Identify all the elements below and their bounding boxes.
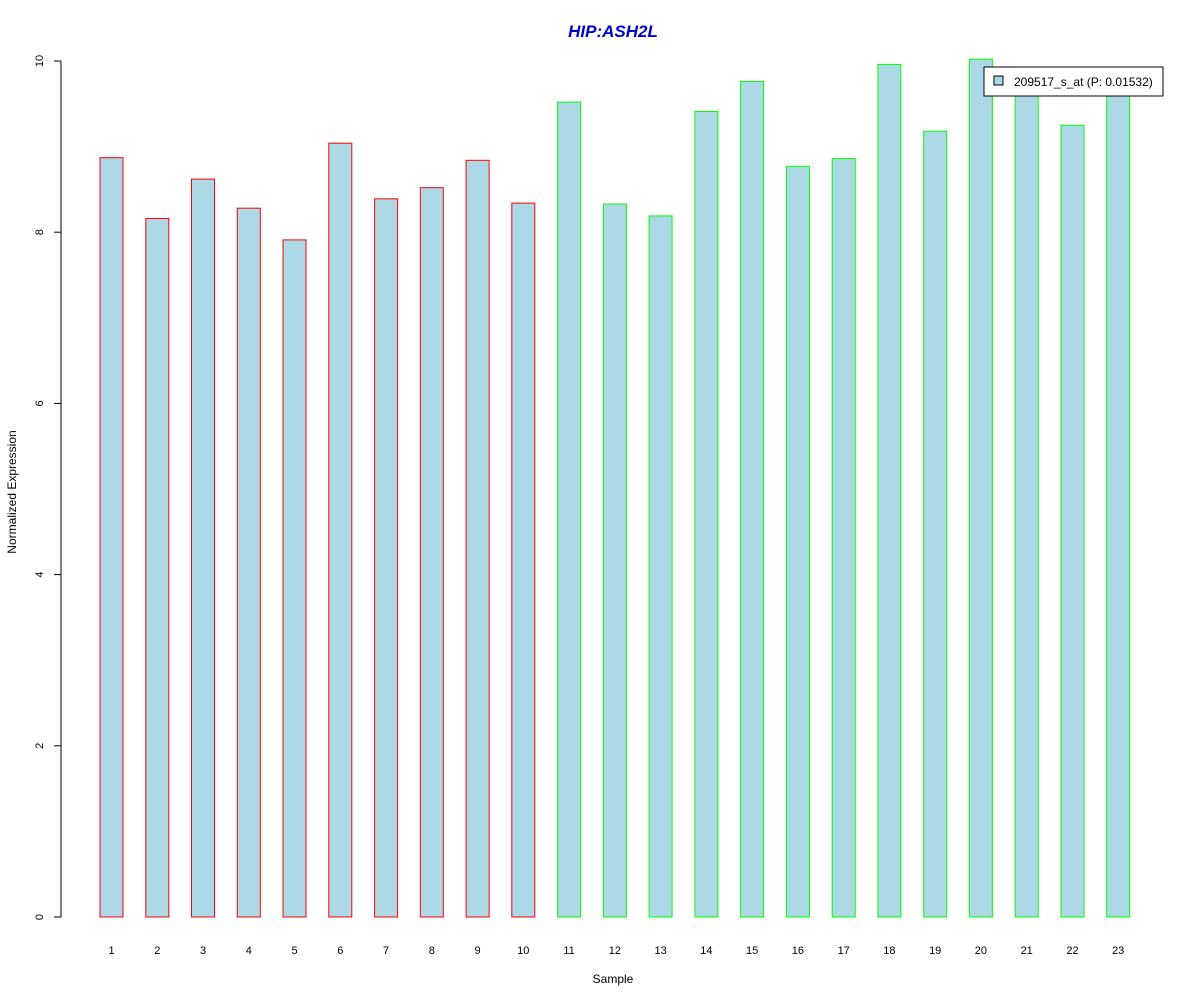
bar-sample-11 [557,101,582,918]
chart-title: HIP:ASH2L [568,22,658,41]
legend-swatch [993,75,1004,86]
legend: 209517_s_at (P: 0.01532) [983,66,1164,97]
x-axis-label: Sample [593,972,634,986]
x-tick-label: 20 [975,945,987,957]
y-axis: 0 2 4 6 8 10 [34,55,62,920]
bar-sample-6 [328,142,353,918]
y-tick-label: 0 [34,914,46,920]
x-tick-label: 23 [1112,945,1124,957]
y-tick-label: 6 [34,400,46,406]
bar-sample-19 [923,130,948,918]
bar-sample-17 [831,158,856,918]
x-tick-label: 15 [746,945,758,957]
bar-sample-8 [419,187,444,918]
bar-sample-14 [694,111,719,918]
bar-sample-18 [877,63,902,918]
bar-sample-3 [191,178,215,918]
x-tick-label: 22 [1066,945,1078,957]
bar-sample-23 [1106,86,1131,918]
bar-sample-12 [602,203,627,918]
x-tick-label: 16 [792,945,804,957]
x-tick-label: 17 [838,945,850,957]
y-axis-label: Normalized Expression [5,430,19,553]
bar-sample-20 [968,58,993,918]
bar-sample-16 [785,165,810,918]
x-tick-label: 13 [654,945,666,957]
bar-sample-21 [1014,86,1039,918]
x-tick-label: 19 [929,945,941,957]
bar-sample-9 [465,159,490,918]
x-tick-label: 8 [429,945,435,957]
x-tick-label: 11 [563,945,574,957]
x-tick-label: 21 [1021,945,1033,957]
x-tick-label: 12 [609,945,621,957]
y-tick-label: 8 [34,229,46,235]
x-tick-label: 3 [200,945,206,957]
x-tick-label: 7 [383,945,389,957]
bars [99,58,1131,918]
bar-sample-10 [511,202,536,918]
bar-sample-22 [1060,124,1085,918]
legend-entry: 209517_s_at (P: 0.01532) [1014,75,1153,89]
x-tick-label: 1 [108,945,114,957]
x-tick-label: 10 [517,945,529,957]
y-tick-label: 2 [34,743,46,749]
legend-box [983,66,1164,97]
y-tick-label: 4 [34,572,46,578]
bar-sample-15 [740,81,765,918]
bar-sample-13 [648,215,673,918]
x-axis-ticks: 1 2 3 4 5 6 7 8 9 10 11 12 13 14 15 16 17 18 19 20 21 22 23 [108,945,1124,957]
bar-sample-4 [236,207,261,918]
y-tick-label: 10 [34,55,46,67]
x-tick-label: 18 [883,945,895,957]
x-tick-label: 9 [475,945,481,957]
bar-sample-1 [99,157,124,918]
x-tick-label: 2 [154,945,160,957]
bar-sample-2 [145,218,170,918]
x-tick-label: 4 [246,945,252,957]
bar-sample-5 [282,239,307,918]
x-tick-label: 6 [337,945,343,957]
bar-sample-7 [374,198,399,918]
x-tick-label: 5 [291,945,297,957]
x-tick-label: 14 [700,945,712,957]
